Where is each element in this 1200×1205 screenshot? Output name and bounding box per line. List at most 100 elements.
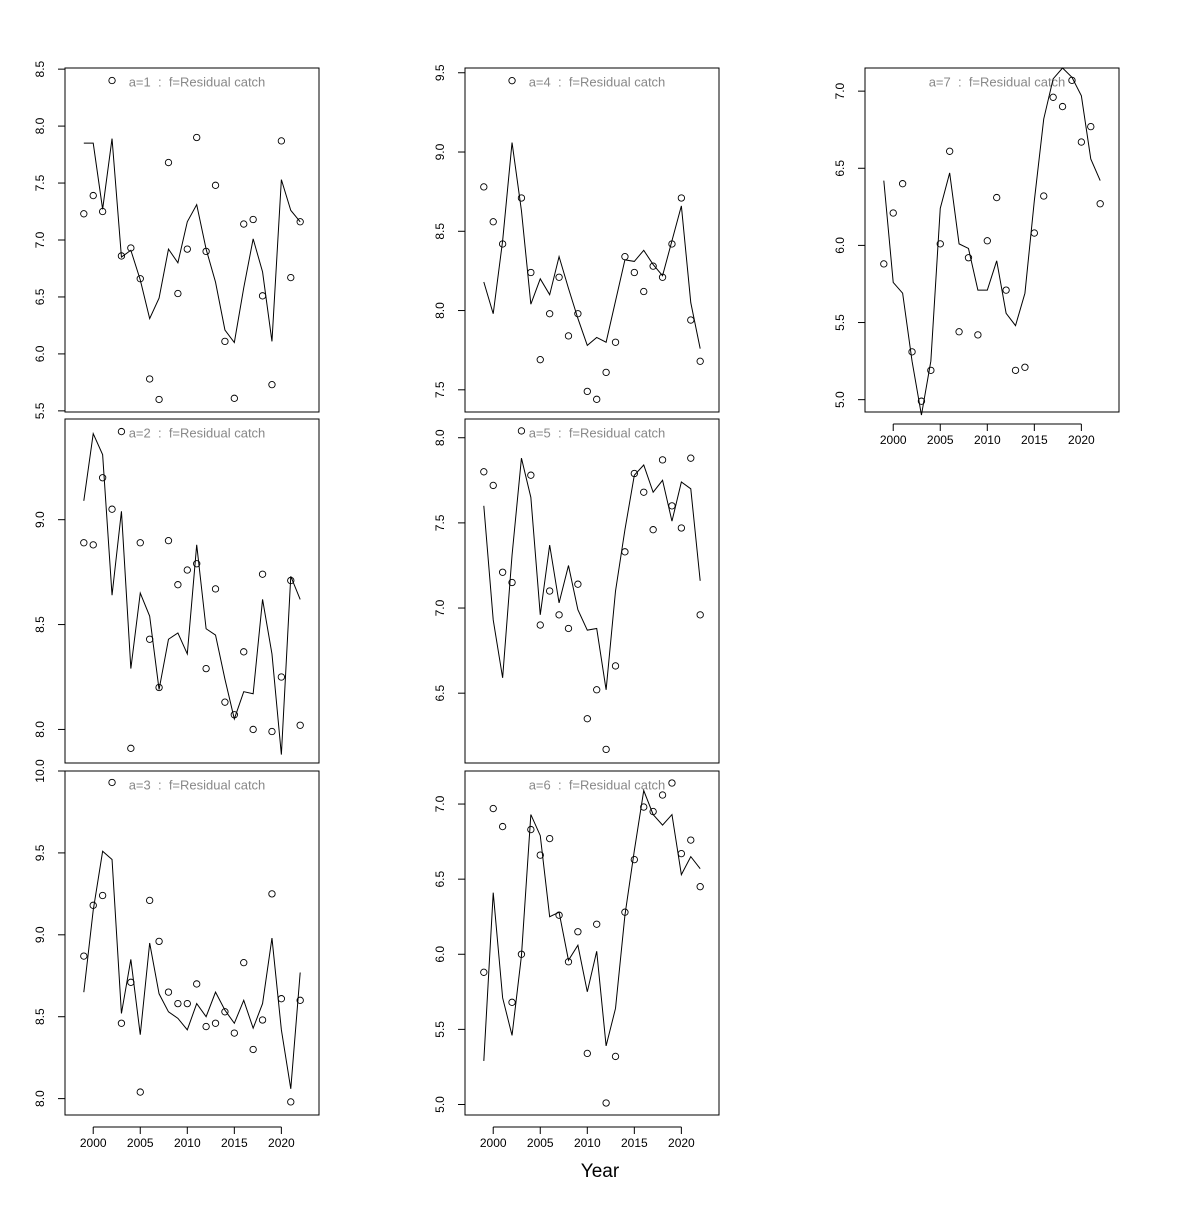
data-point xyxy=(127,744,135,752)
y-tick-label: 7.0 xyxy=(33,231,47,248)
data-point xyxy=(108,505,116,513)
fitted-line xyxy=(83,431,301,755)
data-point xyxy=(489,218,497,226)
data-point xyxy=(546,587,554,595)
fitted-line xyxy=(483,788,701,1061)
plot-box xyxy=(64,770,320,1116)
data-point xyxy=(193,560,201,568)
data-point xyxy=(583,387,591,396)
panel: a=7 : f=Residual catch 5.0 5.5 6.0 6.5 7.0 200… xyxy=(833,67,1120,447)
data-point xyxy=(1096,200,1104,208)
fitted-line xyxy=(883,67,1101,416)
data-point xyxy=(230,394,238,402)
plot-box xyxy=(464,770,720,1116)
x-tick-label: 2000 xyxy=(80,1136,107,1150)
panel-title: a=2 : f=Residual catch xyxy=(129,425,266,440)
x-tick-label: 2015 xyxy=(221,1136,248,1150)
y-tick-label: 8.5 xyxy=(33,60,47,77)
data-point xyxy=(546,834,554,843)
data-point xyxy=(296,218,304,226)
y-tick-label: 8.0 xyxy=(33,1090,47,1107)
y-tick-label: 5.5 xyxy=(833,314,847,331)
data-point xyxy=(668,779,676,787)
data-point xyxy=(1030,229,1038,237)
fitted-line xyxy=(83,138,301,344)
data-point xyxy=(240,220,248,228)
data-point xyxy=(508,578,516,587)
data-point xyxy=(249,725,257,734)
data-point xyxy=(564,624,573,633)
data-point xyxy=(1011,366,1020,374)
panel: a=3 : f=Residual catch 8.0 8.5 9.0 9.5 10.0 20… xyxy=(33,759,320,1150)
data-point xyxy=(1077,138,1086,146)
y-tick-label: 7.0 xyxy=(833,82,847,99)
plot-box xyxy=(64,67,320,413)
data-point xyxy=(174,289,182,298)
y-tick-label: 8.5 xyxy=(33,616,47,633)
data-point xyxy=(146,896,154,905)
data-point xyxy=(164,537,173,545)
data-point xyxy=(993,193,1001,202)
data-point xyxy=(98,891,107,900)
data-point xyxy=(611,662,620,670)
data-point xyxy=(955,328,963,336)
data-point xyxy=(80,210,88,218)
data-point xyxy=(174,581,182,589)
y-tick-label: 6.5 xyxy=(833,160,847,177)
data-point xyxy=(183,999,191,1008)
data-point xyxy=(536,851,544,859)
panel: a=2 : f=Residual catch 8.0 8.5 9.0 xyxy=(33,418,320,764)
data-point xyxy=(536,621,544,629)
fitted-line xyxy=(83,850,301,1089)
data-point xyxy=(249,215,257,224)
data-point xyxy=(593,395,601,403)
data-point xyxy=(640,803,648,811)
data-point xyxy=(1058,102,1067,111)
data-point xyxy=(183,566,191,574)
data-point xyxy=(611,1052,620,1061)
data-point xyxy=(593,686,601,694)
data-point xyxy=(964,254,973,262)
data-point xyxy=(658,456,667,464)
data-point xyxy=(649,526,657,534)
data-point xyxy=(489,804,497,813)
x-tick-label: 2020 xyxy=(268,1136,295,1150)
data-point xyxy=(155,937,163,946)
data-point xyxy=(583,715,591,723)
panel: a=1 : f=Residual catch 5.5 6.0 6.5 7.0 7.5 8.0… xyxy=(33,60,320,419)
y-tick-label: 7.5 xyxy=(433,514,447,531)
data-point xyxy=(946,147,954,155)
y-tick-label: 8.0 xyxy=(33,117,47,134)
data-point xyxy=(527,471,535,479)
x-tick-label: 2020 xyxy=(1068,433,1095,447)
data-point xyxy=(268,727,276,736)
data-point xyxy=(240,648,248,656)
data-point xyxy=(936,240,944,248)
data-point xyxy=(974,331,982,339)
data-point xyxy=(164,988,173,996)
data-point xyxy=(564,332,573,340)
y-tick-label: 8.5 xyxy=(433,223,447,240)
data-point xyxy=(677,194,686,202)
data-point xyxy=(677,849,686,858)
panel: a=6 : f=Residual catch 5.0 5.5 6.0 6.5 7.0 200… xyxy=(433,770,720,1150)
data-point xyxy=(480,183,488,191)
data-point xyxy=(687,316,695,324)
data-point xyxy=(611,338,620,346)
data-point xyxy=(555,611,563,619)
x-tick-label: 2005 xyxy=(527,1136,554,1150)
data-point xyxy=(489,481,497,490)
data-point xyxy=(155,395,163,404)
data-point xyxy=(508,998,516,1006)
data-point xyxy=(696,611,704,619)
data-point xyxy=(296,721,304,729)
y-tick-label: 8.0 xyxy=(433,302,447,319)
data-point xyxy=(687,454,695,462)
data-point xyxy=(555,273,563,281)
data-point xyxy=(574,580,582,588)
panel-title: a=1 : f=Residual catch xyxy=(129,74,266,89)
data-point xyxy=(174,999,182,1008)
data-point xyxy=(80,952,88,960)
data-point xyxy=(211,585,220,593)
